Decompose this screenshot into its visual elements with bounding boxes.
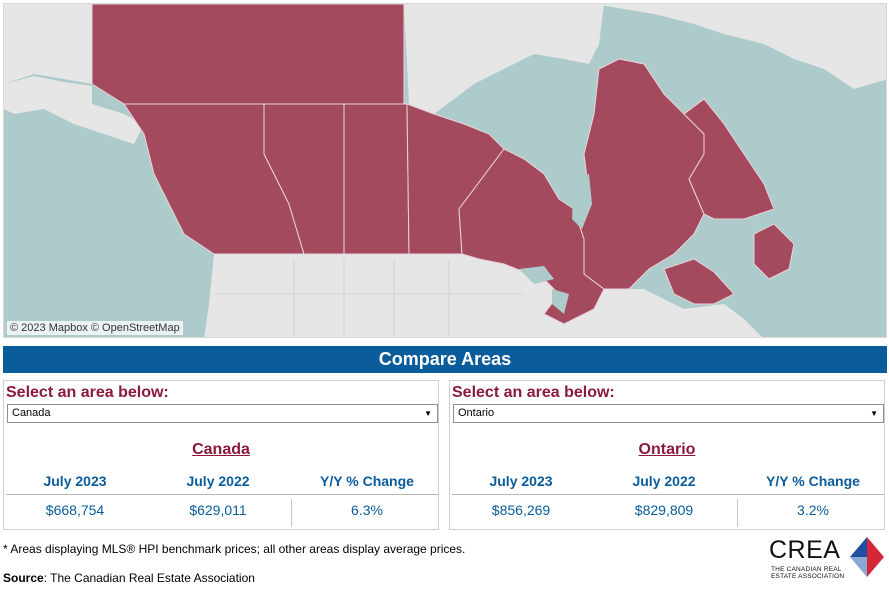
greenland-land bbox=[594, 4, 886, 89]
value-july-2022: $829,809 bbox=[634, 502, 694, 518]
col-head-july-2022: July 2022 bbox=[632, 473, 696, 489]
compare-panel-left: Select an area below: Canada ▼ Canada Ju… bbox=[3, 380, 439, 530]
area-select-value: Canada bbox=[12, 407, 51, 419]
area-select[interactable]: Canada ▼ bbox=[7, 404, 438, 423]
area-name: Canada bbox=[192, 441, 250, 458]
crea-diamond-icon bbox=[850, 537, 884, 577]
province-map[interactable]: © 2023 Mapbox © OpenStreetMap bbox=[3, 3, 887, 338]
compare-areas-banner: Compare Areas bbox=[3, 346, 887, 373]
value-july-2023: $668,754 bbox=[45, 502, 105, 518]
province-saskatchewan[interactable] bbox=[343, 103, 410, 255]
province-newfoundland[interactable] bbox=[753, 223, 795, 280]
alaska-coast bbox=[4, 76, 144, 144]
lake-superior bbox=[519, 266, 554, 284]
column-separator bbox=[291, 499, 292, 527]
value-yy-change: 6.3% bbox=[351, 502, 383, 518]
select-label: Select an area below: bbox=[6, 384, 169, 401]
column-separator bbox=[737, 499, 738, 527]
nunavut-land bbox=[404, 4, 604, 114]
logo-subtitle-line2: ESTATE ASSOCIATION bbox=[771, 573, 845, 580]
col-head-yy-change: Y/Y % Change bbox=[320, 473, 414, 489]
map-canvas[interactable] bbox=[4, 4, 887, 338]
logo-wordmark: CREA bbox=[769, 536, 841, 564]
logo-subtitle: THE CANADIAN REAL ESTATE ASSOCIATION bbox=[771, 566, 844, 580]
compare-panel-right: Select an area below: Ontario ▼ Ontario … bbox=[449, 380, 885, 530]
dropdown-arrow-icon[interactable]: ▼ bbox=[870, 409, 878, 418]
value-july-2022: $629,011 bbox=[189, 502, 247, 518]
header-rule bbox=[6, 494, 438, 495]
footnote: * Areas displaying MLS® HPI benchmark pr… bbox=[3, 542, 466, 556]
source-text: : The Canadian Real Estate Association bbox=[43, 571, 255, 585]
lake-huron bbox=[552, 289, 569, 314]
select-label: Select an area below: bbox=[452, 384, 615, 401]
col-head-july-2022: July 2022 bbox=[186, 473, 250, 489]
james-bay bbox=[572, 174, 592, 229]
value-july-2023: $856,269 bbox=[491, 502, 551, 518]
province-maritimes[interactable] bbox=[663, 258, 735, 305]
province-labrador[interactable] bbox=[683, 98, 775, 220]
dropdown-arrow-icon[interactable]: ▼ bbox=[424, 409, 432, 418]
col-head-july-2023: July 2023 bbox=[489, 473, 553, 489]
col-head-july-2023: July 2023 bbox=[43, 473, 107, 489]
highlighted-provinces[interactable] bbox=[91, 4, 795, 325]
col-head-yy-change: Y/Y % Change bbox=[766, 473, 860, 489]
crea-logo: CREA THE CANADIAN REAL ESTATE ASSOCIATIO… bbox=[768, 536, 886, 582]
area-name: Ontario bbox=[638, 441, 696, 458]
territories-region[interactable] bbox=[91, 4, 405, 105]
source-label: Source bbox=[3, 571, 44, 585]
value-yy-change: 3.2% bbox=[797, 502, 829, 518]
us-state-borders bbox=[214, 259, 524, 337]
logo-subtitle-line1: THE CANADIAN REAL bbox=[771, 566, 842, 573]
area-select-value: Ontario bbox=[458, 407, 495, 419]
area-select[interactable]: Ontario ▼ bbox=[453, 404, 884, 423]
province-ontario[interactable] bbox=[458, 148, 605, 325]
hudson-bay bbox=[454, 74, 599, 199]
map-attribution[interactable]: © 2023 Mapbox © OpenStreetMap bbox=[7, 321, 183, 335]
alaska-land bbox=[4, 4, 92, 84]
source-line: Source: The Canadian Real Estate Associa… bbox=[3, 571, 255, 585]
header-rule bbox=[452, 494, 884, 495]
